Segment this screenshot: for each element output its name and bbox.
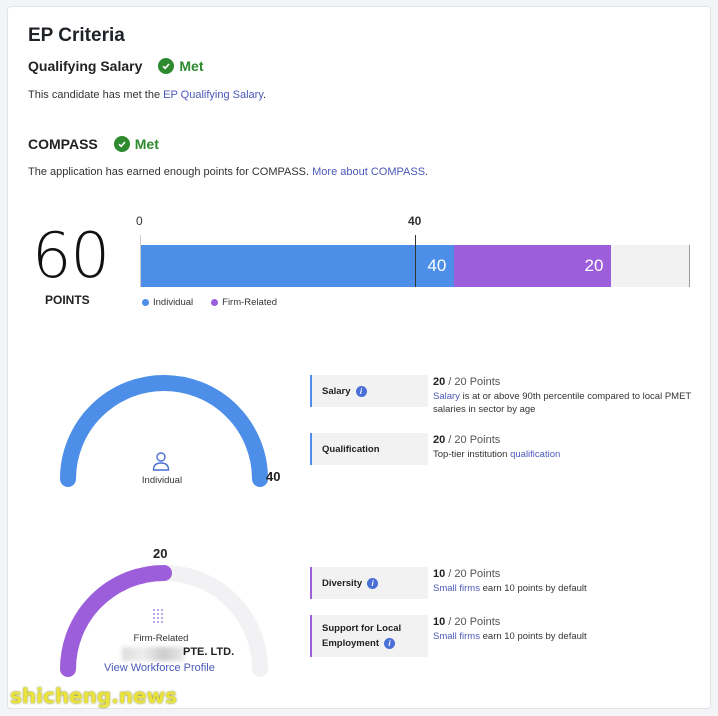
qualification-score: 20 / 20 Points	[433, 434, 703, 447]
salary-detail: 20 / 20 Points Salary is at or above 90t…	[433, 376, 703, 416]
desc-period: .	[425, 166, 429, 178]
individual-gauge	[60, 375, 268, 487]
salary-score: 20 / 20 Points	[433, 376, 703, 389]
local-employment-desc: Small firms earn 10 points by default	[433, 630, 703, 643]
diversity-score-value: 10	[433, 568, 446, 580]
salary-score-value: 20	[433, 376, 446, 388]
qualifying-salary-desc: This candidate has met the EP Qualifying…	[28, 89, 266, 101]
qualifying-salary-desc-text: This candidate has met the	[28, 89, 164, 101]
legend-dot-icon	[142, 299, 149, 306]
compass-status: Met	[113, 136, 159, 152]
bar-individual-value: 40	[427, 256, 447, 275]
local-employment-score: 10 / 20 Points	[433, 616, 703, 629]
qualification-desc-text: Top-tier institution	[433, 449, 511, 460]
info-icon[interactable]: i	[367, 577, 379, 589]
criterion-local-employment-label-2: Employment	[322, 638, 380, 649]
criterion-local-employment: Support for Local Employment i	[310, 615, 428, 657]
criterion-qualification-label: Qualification	[322, 443, 380, 455]
points-label: POINTS	[45, 293, 90, 307]
diversity-score-max: / 20 Points	[445, 568, 501, 580]
diversity-detail: 10 / 20 Points Small firms earn 10 point…	[433, 568, 703, 595]
compass-label: COMPASS	[28, 136, 98, 152]
bar-firm-value: 20	[584, 256, 604, 275]
legend-firm-label: Firm-Related	[222, 297, 278, 308]
info-icon[interactable]: i	[355, 385, 367, 397]
salary-desc: Salary is at or above 90th percentile co…	[433, 390, 703, 416]
diversity-score: 10 / 20 Points	[433, 568, 703, 581]
ep-qualifying-salary-link[interactable]: EP Qualifying Salary	[163, 89, 264, 101]
check-icon	[113, 136, 130, 152]
criterion-diversity: Diversity i	[310, 567, 428, 599]
local-employment-desc-text: earn 10 points by default	[479, 631, 587, 642]
bar-legend: Individual Firm-Related	[142, 297, 277, 308]
qualification-score-value: 20	[433, 434, 446, 446]
firm-gauge-fill	[60, 565, 172, 677]
qualification-desc: Top-tier institution qualification	[433, 448, 703, 461]
firm-gauge-value: 20	[153, 546, 168, 561]
tick-zero: 0	[136, 214, 143, 228]
local-employment-detail: 10 / 20 Points Small firms earn 10 point…	[433, 616, 703, 643]
page-title: EP Criteria	[28, 25, 125, 46]
criterion-diversity-label: Diversity	[322, 577, 363, 589]
firm-gauge-label: Firm-Related	[133, 633, 189, 644]
diversity-desc-text: earn 10 points by default	[479, 583, 587, 594]
bar-firm-segment: 20	[454, 245, 612, 287]
qualification-detail: 20 / 20 Points Top-tier institution qual…	[433, 434, 703, 461]
building-icon	[153, 609, 163, 623]
salary-desc-text: is at or above 90th percentile compared …	[433, 391, 692, 415]
more-about-compass-link[interactable]: More about COMPASS	[312, 166, 426, 178]
small-firms-link[interactable]: Small firms	[433, 631, 480, 642]
local-employment-score-value: 10	[433, 616, 446, 628]
small-firms-link[interactable]: Small firms	[433, 583, 480, 594]
qualifying-salary-header: Qualifying Salary Met	[28, 58, 204, 74]
legend-firm: Firm-Related	[211, 297, 277, 308]
compass-header: COMPASS Met	[28, 136, 159, 152]
criterion-qualification: Qualification	[310, 433, 428, 465]
threshold-marker	[415, 235, 416, 287]
legend-dot-icon	[211, 299, 219, 306]
total-points: 60	[32, 219, 110, 292]
salary-score-max: / 20 Points	[445, 376, 501, 388]
desc-period: .	[263, 89, 267, 101]
bar-start-line	[140, 235, 141, 287]
check-icon	[158, 58, 175, 74]
individual-gauge-label: Individual	[141, 475, 183, 486]
legend-individual: Individual	[142, 297, 193, 308]
info-icon[interactable]: i	[384, 638, 396, 649]
criterion-salary: Salary i	[310, 375, 428, 407]
compass-desc-text: The application has earned enough points…	[28, 166, 313, 178]
qualification-score-max: / 20 Points	[445, 434, 501, 446]
criterion-local-employment-label-1: Support for Local	[322, 623, 402, 634]
person-icon	[152, 452, 170, 471]
bar-individual-segment: 40	[140, 245, 455, 287]
redacted-company-name	[122, 647, 184, 661]
qualification-link[interactable]: qualification	[510, 449, 561, 460]
compass-desc: The application has earned enough points…	[28, 166, 428, 178]
salary-link[interactable]: Salary	[433, 391, 460, 402]
criterion-salary-label: Salary	[322, 385, 351, 397]
compass-status-text: Met	[134, 136, 159, 152]
qualifying-salary-status: Met	[158, 58, 204, 74]
legend-individual-label: Individual	[153, 297, 194, 308]
individual-gauge-fill	[60, 375, 268, 487]
tick-threshold: 40	[408, 214, 422, 228]
diversity-desc: Small firms earn 10 points by default	[433, 582, 703, 595]
watermark: shicheng.news	[10, 684, 177, 708]
view-workforce-profile-link[interactable]: View Workforce Profile	[104, 662, 215, 674]
ep-criteria-card: EP Criteria Qualifying Salary Met This c…	[7, 6, 711, 709]
local-employment-score-max: / 20 Points	[445, 616, 501, 628]
qualifying-salary-label: Qualifying Salary	[28, 58, 143, 74]
qualifying-salary-status-text: Met	[179, 58, 204, 74]
firm-gauge	[60, 565, 268, 677]
individual-gauge-value: 40	[266, 469, 281, 484]
company-name-suffix: PTE. LTD.	[183, 646, 235, 658]
